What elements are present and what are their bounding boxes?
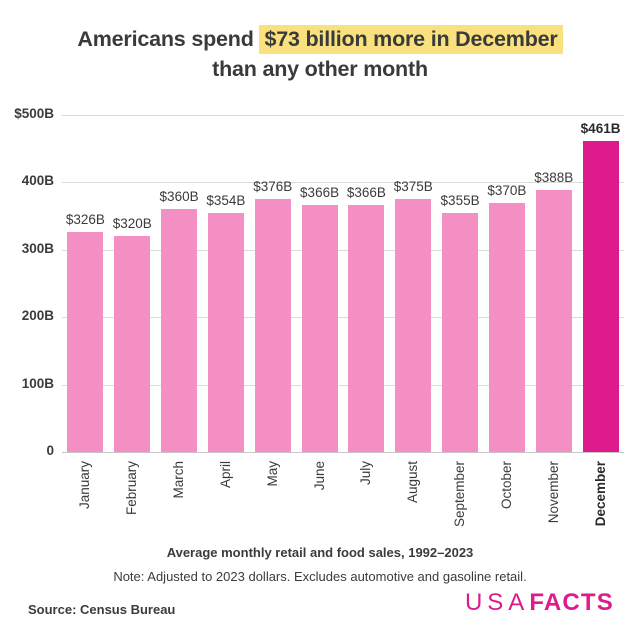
x-axis-label-april: April	[217, 461, 233, 489]
bar-march	[161, 209, 198, 452]
x-axis-label-may: May	[264, 461, 280, 487]
bar-value-label-july: $366B	[346, 185, 386, 201]
gridline-200	[62, 317, 624, 319]
y-axis-label-500: $500B	[14, 106, 54, 121]
x-axis-label-november: November	[545, 461, 561, 524]
source-credit: Source: Census Bureau	[28, 602, 176, 617]
y-axis-label-300: 300B	[21, 240, 54, 256]
y-axis-label-400: 400B	[21, 173, 54, 189]
bar-value-label-february: $320B	[112, 216, 152, 232]
logo-usa-text: USA	[464, 589, 530, 616]
bar-value-label-june: $366B	[300, 185, 340, 201]
x-axis-label-march: March	[171, 461, 187, 499]
headline-prefix: Americans spend	[77, 27, 260, 51]
bar-value-label-april: $354B	[206, 193, 246, 209]
headline-highlight: $73 billion more in December	[259, 25, 563, 54]
gridline-500	[62, 115, 624, 116]
chart-headline: Americans spend $73 billion more in Dece…	[0, 24, 640, 84]
gridline-300	[62, 249, 624, 251]
bar-value-label-december: $461B	[580, 121, 621, 137]
y-axis-label-0: 0	[46, 443, 54, 458]
bar-value-label-september: $355B	[440, 192, 480, 208]
x-axis-label-october: October	[498, 461, 514, 510]
bar-october	[488, 202, 525, 452]
bar-value-label-august: $375B	[393, 179, 433, 195]
bar-april	[207, 213, 244, 452]
bar-june	[301, 205, 338, 452]
bar-july	[348, 205, 385, 452]
usafacts-logo: USAFACTS	[465, 590, 614, 616]
bar-value-label-january: $326B	[65, 212, 105, 228]
x-axis-label-december: December	[592, 461, 608, 527]
x-axis-label-july: July	[358, 461, 374, 486]
bar-may	[254, 198, 291, 452]
chart-caption: Average monthly retail and food sales, 1…	[166, 545, 474, 560]
bar-value-label-march: $360B	[159, 189, 199, 205]
x-axis-label-august: August	[405, 461, 421, 504]
x-axis-label-june: June	[311, 461, 327, 491]
gridline-0	[62, 452, 624, 453]
y-axis-label-100: 100B	[21, 375, 54, 391]
y-axis-label-200: 200B	[21, 308, 54, 324]
x-axis-label-september: September	[452, 461, 468, 528]
bar-value-label-october: $370B	[487, 182, 527, 198]
logo-facts-text: FACTS	[529, 589, 614, 616]
x-axis-label-february: February	[124, 461, 140, 516]
bar-december	[582, 141, 619, 452]
bar-value-label-may: $376B	[253, 178, 293, 194]
bar-value-label-november: $388B	[534, 170, 574, 186]
gridline-100	[62, 384, 624, 386]
chart-note: Note: Adjusted to 2023 dollars. Excludes…	[113, 569, 527, 584]
bar-august	[395, 199, 432, 452]
bar-september	[442, 212, 479, 452]
bar-february	[114, 236, 151, 452]
x-axis-label-january: January	[77, 461, 93, 510]
headline-line2: than any other month	[212, 57, 428, 81]
bar-november	[535, 190, 572, 452]
bar-january	[67, 232, 104, 452]
gridline-400	[62, 182, 624, 184]
